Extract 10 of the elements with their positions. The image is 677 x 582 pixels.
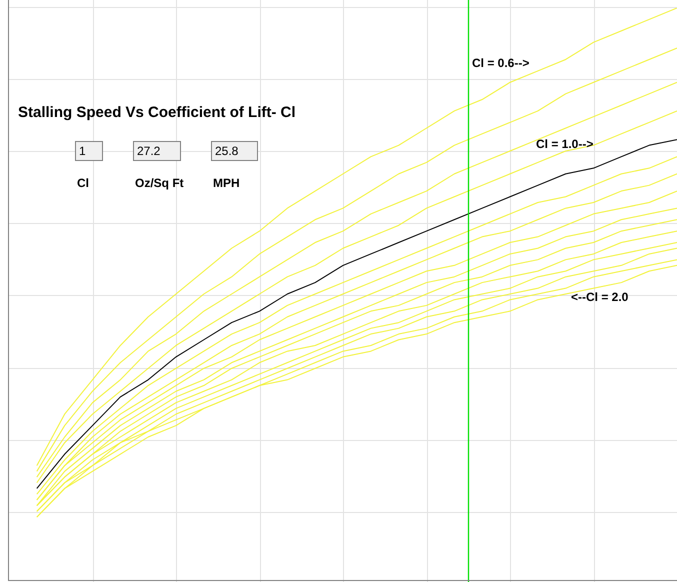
annotation: 25.8 — [211, 141, 258, 161]
annotation: 27.2 — [133, 141, 181, 161]
text: Stalling Speed Vs Coefficient of Lift- Cl — [18, 104, 296, 121]
annotation: 1 — [75, 141, 103, 161]
annotation: MPH — [213, 176, 240, 190]
annotation: Cl — [77, 176, 89, 190]
annotation: Cl = 0.6--> — [472, 56, 530, 70]
annotation: <--Cl = 2.0 — [571, 290, 628, 304]
annotation: Oz/Sq Ft — [135, 176, 184, 190]
annotation: Cl = 1.0--> — [536, 137, 594, 151]
